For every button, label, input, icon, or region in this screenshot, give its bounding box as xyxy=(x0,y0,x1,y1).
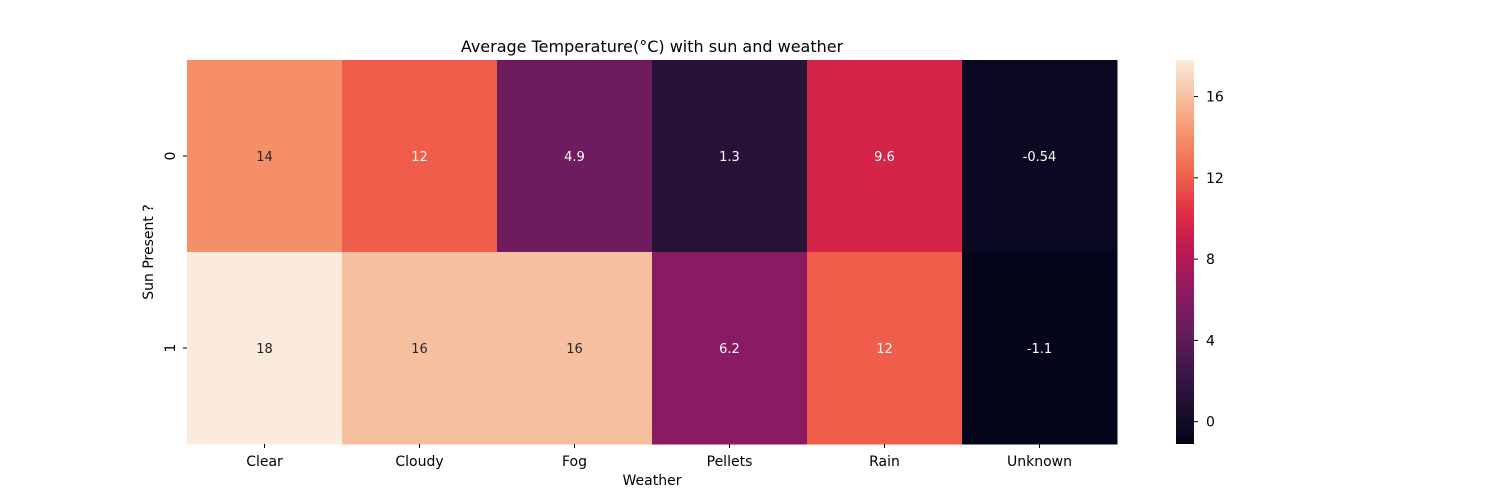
y-axis: 01 xyxy=(163,152,187,353)
cell-value-label: -0.54 xyxy=(1023,150,1057,165)
colorbar-tick-label: 16 xyxy=(1206,90,1224,106)
y-tick-label: 0 xyxy=(163,152,179,161)
cell-value-label: 6.2 xyxy=(719,342,740,357)
cell-value-label: 4.9 xyxy=(564,150,585,165)
x-axis-label: Weather xyxy=(623,473,682,489)
colorbar-tick-label: 4 xyxy=(1206,333,1215,349)
heatmap-cell xyxy=(187,252,343,445)
cell-value-label: 18 xyxy=(256,342,273,357)
heatmap-cell xyxy=(652,60,808,253)
x-tick-label: Unknown xyxy=(1007,454,1072,470)
heatmap-cell xyxy=(497,252,653,445)
cell-value-label: 1.3 xyxy=(719,150,740,165)
x-tick-label: Fog xyxy=(562,454,587,470)
x-tick-label: Pellets xyxy=(707,454,753,470)
heatmap-cell xyxy=(807,252,963,445)
heatmap-cell xyxy=(807,60,963,253)
colorbar-tick-label: 12 xyxy=(1206,171,1224,187)
x-tick-label: Cloudy xyxy=(395,454,443,470)
cell-value-label: 12 xyxy=(411,150,428,165)
colorbar-tick-label: 0 xyxy=(1206,415,1215,431)
heatmap-cells: 14 12 4.9 1.3 9.6 -0.54 18 16 16 6.2 12 -1.1 xyxy=(187,60,1118,445)
x-tick-label: Rain xyxy=(869,454,900,470)
heatmap-cell xyxy=(342,60,498,253)
cell-value-label: 9.6 xyxy=(874,150,895,165)
heatmap-cell xyxy=(497,60,653,253)
colorbar-tick-label: 8 xyxy=(1206,252,1215,268)
colorbar-gradient xyxy=(1176,60,1194,444)
y-axis-label: Sun Present ? xyxy=(141,204,157,300)
cell-value-label: 16 xyxy=(566,342,583,357)
x-tick-label: Clear xyxy=(246,454,283,470)
x-axis: Clear Cloudy Fog Pellets Rain Unknown xyxy=(246,444,1072,470)
cell-value-label: 12 xyxy=(876,342,893,357)
heatmap-cell xyxy=(962,60,1118,253)
colorbar: 0 4 8 12 16 xyxy=(1176,60,1224,444)
heatmap-cell xyxy=(342,252,498,445)
heatmap-cell xyxy=(652,252,808,445)
cell-value-label: -1.1 xyxy=(1027,342,1052,357)
cell-value-label: 14 xyxy=(256,150,273,165)
y-tick-label: 1 xyxy=(163,344,179,353)
heatmap-cell xyxy=(187,60,343,253)
heatmap-cell xyxy=(962,252,1118,445)
chart-title: Average Temperature(°C) with sun and wea… xyxy=(461,37,844,56)
cell-value-label: 16 xyxy=(411,342,428,357)
